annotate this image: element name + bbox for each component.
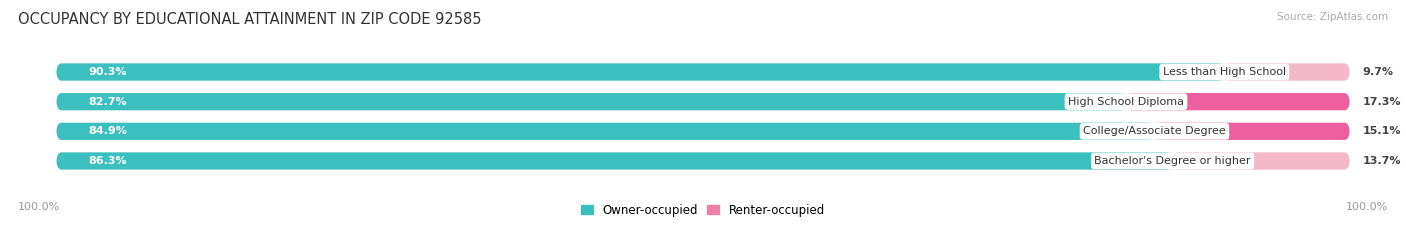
FancyBboxPatch shape [56,63,1350,81]
Text: 84.9%: 84.9% [89,126,128,136]
Text: 15.1%: 15.1% [1362,126,1402,136]
Text: College/Associate Degree: College/Associate Degree [1083,126,1226,136]
FancyBboxPatch shape [56,63,1225,81]
FancyBboxPatch shape [56,152,1350,170]
FancyBboxPatch shape [56,123,1154,140]
Text: 90.3%: 90.3% [89,67,127,77]
Text: OCCUPANCY BY EDUCATIONAL ATTAINMENT IN ZIP CODE 92585: OCCUPANCY BY EDUCATIONAL ATTAINMENT IN Z… [18,12,482,27]
Text: 100.0%: 100.0% [18,202,60,212]
Text: Bachelor's Degree or higher: Bachelor's Degree or higher [1094,156,1251,166]
Text: 13.7%: 13.7% [1362,156,1402,166]
FancyBboxPatch shape [56,152,1173,170]
FancyBboxPatch shape [1154,123,1350,140]
Text: 9.7%: 9.7% [1362,67,1393,77]
FancyBboxPatch shape [56,93,1126,110]
Text: Less than High School: Less than High School [1163,67,1286,77]
FancyBboxPatch shape [56,123,1350,140]
Text: 86.3%: 86.3% [89,156,127,166]
Text: 100.0%: 100.0% [1346,202,1388,212]
FancyBboxPatch shape [1126,93,1350,110]
Text: 82.7%: 82.7% [89,97,127,107]
FancyBboxPatch shape [1173,152,1350,170]
Text: 17.3%: 17.3% [1362,97,1402,107]
Legend: Owner-occupied, Renter-occupied: Owner-occupied, Renter-occupied [576,199,830,222]
FancyBboxPatch shape [1225,63,1350,81]
FancyBboxPatch shape [56,93,1350,110]
Text: High School Diploma: High School Diploma [1069,97,1184,107]
Text: Source: ZipAtlas.com: Source: ZipAtlas.com [1277,12,1388,22]
